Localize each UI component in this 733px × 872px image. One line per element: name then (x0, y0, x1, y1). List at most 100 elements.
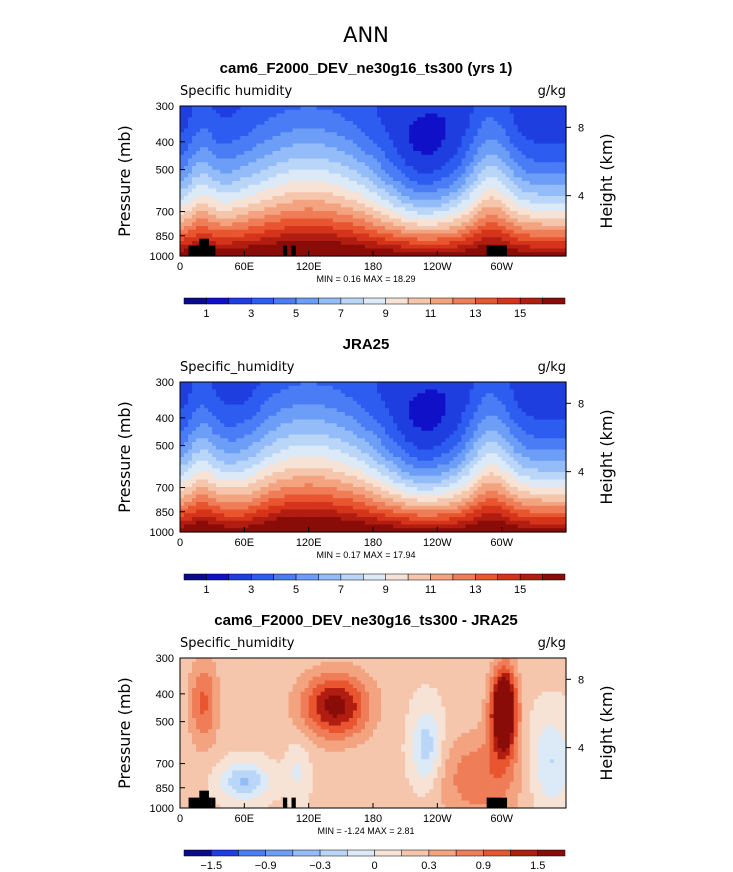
heatmap-cell (220, 472, 225, 477)
heatmap-cell (405, 229, 410, 235)
heatmap-cell (461, 139, 467, 145)
heatmap-cell (561, 199, 567, 205)
heatmap-cell (377, 207, 382, 212)
heatmap-cell (529, 177, 535, 182)
heatmap-cell (208, 498, 213, 503)
heatmap-cell (192, 487, 197, 492)
heatmap-cell (385, 181, 390, 186)
heatmap-cell (537, 173, 543, 178)
heatmap-cell (517, 248, 523, 253)
heatmap-cell (385, 248, 390, 253)
heatmap-cell (180, 109, 185, 115)
heatmap-cell (525, 139, 531, 145)
heatmap-cell (449, 173, 455, 178)
heatmap-cell (196, 393, 201, 398)
heatmap-cell (260, 113, 266, 118)
heatmap-cell (192, 143, 197, 148)
heatmap-cell (284, 226, 290, 231)
heatmap-cell (457, 218, 463, 223)
heatmap-cell (284, 517, 290, 522)
heatmap-cell (300, 113, 306, 118)
heatmap-cell (433, 241, 438, 246)
heatmap-cell (236, 412, 241, 417)
heatmap-cell (212, 517, 217, 522)
heatmap-cell (184, 498, 189, 503)
heatmap-cell (529, 166, 535, 171)
heatmap-cell (377, 188, 382, 193)
heatmap-cell (473, 173, 479, 178)
heatmap-cell (188, 393, 193, 398)
heatmap-cell (216, 169, 221, 175)
heatmap-cell (224, 214, 229, 220)
heatmap-cell (409, 162, 414, 167)
heatmap-cell (477, 226, 483, 231)
heatmap-cell (216, 412, 221, 417)
heatmap-cell (216, 434, 221, 439)
heatmap-cell (553, 162, 559, 167)
heatmap-cell (481, 132, 487, 137)
heatmap-cell (336, 136, 342, 141)
heatmap-cell (228, 196, 233, 201)
heatmap-cell (312, 113, 318, 118)
heatmap-cell (501, 132, 507, 137)
heatmap-cell (373, 124, 378, 130)
heatmap-cell (300, 162, 306, 167)
heatmap-cell (397, 184, 402, 190)
heatmap-cell (256, 483, 262, 488)
heatmap-cell (192, 393, 197, 398)
heatmap-cell (296, 143, 302, 148)
heatmap-cell (364, 181, 370, 186)
heatmap-cell (477, 124, 483, 130)
heatmap-cell (445, 233, 450, 238)
heatmap-cell (256, 162, 262, 167)
heatmap-cell (276, 188, 282, 193)
heatmap-cell (360, 252, 366, 257)
heatmap-cell (413, 124, 418, 130)
heatmap-cell (377, 203, 382, 208)
heatmap-cell (244, 184, 249, 190)
heatmap-cell (216, 524, 221, 529)
heatmap-cell (284, 233, 290, 238)
heatmap-cell (240, 460, 245, 466)
heatmap-cell (212, 449, 217, 454)
heatmap-cell (284, 442, 290, 447)
heatmap-cell (541, 192, 547, 197)
heatmap-cell (336, 229, 342, 235)
heatmap-cell (501, 214, 507, 220)
heatmap-cell (228, 382, 233, 387)
heatmap-cell (220, 147, 225, 152)
heatmap-cell (180, 460, 185, 466)
heatmap-cell (208, 524, 213, 529)
heatmap-cell (184, 106, 189, 111)
heatmap-cell (393, 207, 398, 212)
heatmap-cell (393, 177, 398, 182)
heatmap-cell (385, 188, 390, 193)
heatmap-cell (537, 136, 543, 141)
heatmap-cell (180, 468, 185, 473)
heatmap-cell (236, 494, 241, 499)
heatmap-cell (276, 184, 282, 190)
heatmap-cell (352, 169, 358, 175)
heatmap-cell (228, 404, 233, 409)
heatmap-cell (360, 188, 366, 193)
heatmap-cell (381, 218, 386, 223)
heatmap-cell (196, 226, 201, 231)
heatmap-cell (405, 226, 410, 231)
heatmap-cell (352, 214, 358, 220)
heatmap-cell (497, 196, 503, 201)
heatmap-cell (316, 233, 322, 238)
heatmap-cell (356, 196, 362, 201)
heatmap-cell (268, 528, 274, 533)
heatmap-cell (457, 184, 463, 190)
heatmap-cell (208, 520, 213, 526)
heatmap-cell (264, 483, 270, 488)
heatmap-cell (441, 196, 446, 201)
heatmap-cell (264, 226, 270, 231)
heatmap-cell (304, 226, 310, 231)
heatmap-cell (212, 226, 217, 231)
heatmap-cell (288, 124, 294, 130)
heatmap-cell (389, 143, 394, 148)
heatmap-cell (288, 400, 294, 406)
heatmap-cell (348, 139, 354, 145)
heatmap-cell (196, 524, 201, 529)
